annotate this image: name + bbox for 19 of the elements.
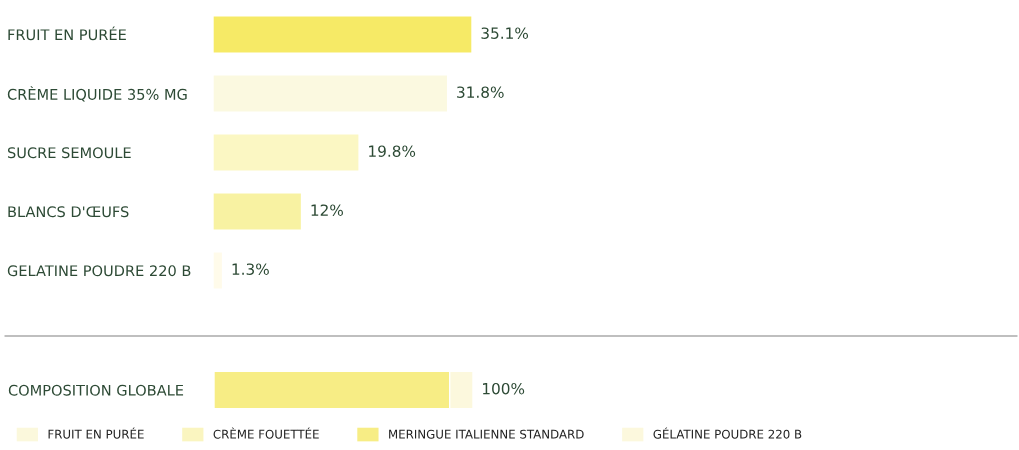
- y-tick-label: BLANCS D'ŒUFS: [8, 206, 129, 218]
- y-tick-label: SUCRE SEMOULE: [7, 147, 131, 159]
- y-tick-label: FRUIT EN PURÉE: [8, 26, 126, 41]
- total-label: 100%: [483, 382, 525, 395]
- data-label: 19.8%: [369, 145, 416, 157]
- legend-label: CRÈME FOUETTÉE: [213, 427, 319, 439]
- bar: [213, 15, 473, 54]
- data-label: 35.1%: [481, 27, 529, 39]
- legend-label: MERINGUE ITALIENNE STANDARD: [389, 429, 584, 439]
- data-label: 31.8%: [457, 86, 504, 98]
- bar: [213, 192, 303, 231]
- data-label: 1.3%: [232, 263, 269, 275]
- legend-label: GÉLATINE POUDRE 220 B: [653, 427, 802, 439]
- bar: [213, 133, 360, 172]
- bar: [213, 74, 449, 113]
- y-tick-label: COMPOSITION GLOBALE: [8, 384, 184, 396]
- data-label: 12%: [311, 204, 343, 216]
- y-tick-label: GELATINE POUDRE 220 B: [7, 265, 191, 277]
- y-tick-label: CRÈME LIQUIDE 35% MG: [7, 86, 187, 102]
